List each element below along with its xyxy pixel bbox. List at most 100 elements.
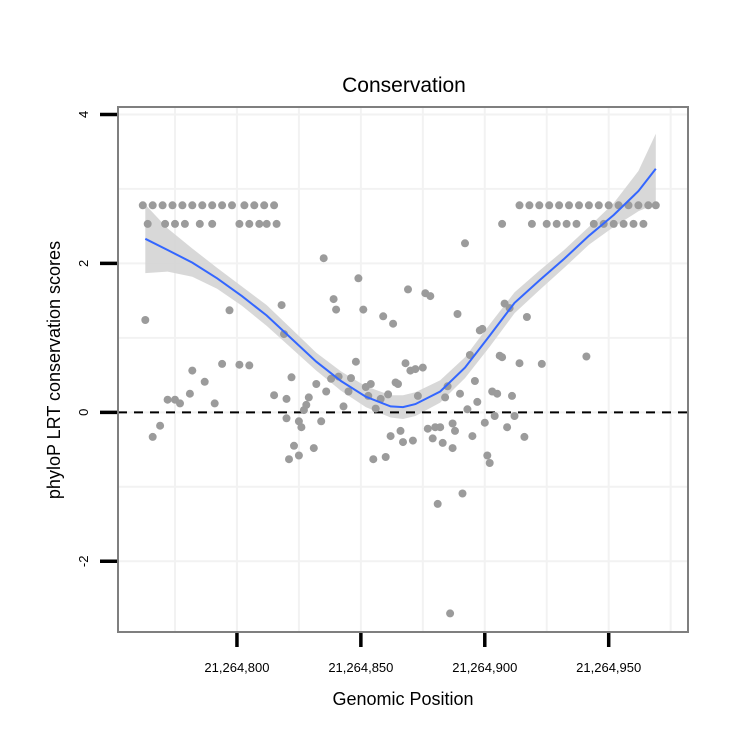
data-point [438,438,447,447]
data-point [359,305,368,314]
data-point [433,499,442,508]
data-point [309,444,318,453]
data-point [322,387,331,396]
data-point [408,436,417,445]
data-point [508,391,516,400]
data-point [644,201,653,210]
data-point [639,219,648,228]
data-point [542,219,551,228]
data-point [485,459,494,467]
data-point [198,201,207,210]
data-point [208,219,217,228]
data-point [503,423,512,432]
data-point [473,397,482,406]
data-point [582,352,591,361]
data-point [379,312,388,321]
data-point [245,361,254,370]
data-point [498,219,507,228]
data-point [317,417,326,426]
data-point [396,426,405,435]
data-point [522,313,531,321]
data-point [609,219,618,228]
data-point [404,285,412,294]
data-point [354,274,363,283]
confidence-ribbon-layer [145,133,656,420]
data-point [428,434,437,443]
data-point [225,306,234,315]
data-point [280,330,288,339]
data-point [448,419,457,428]
data-point [426,292,435,301]
data-point [456,389,464,398]
data-point [282,414,291,423]
data-point [156,421,165,430]
data-point [188,201,197,210]
data-point [235,219,244,228]
data-point [200,377,209,386]
data-point [555,201,564,210]
y-tick-label: 4 [76,111,91,118]
data-point [483,451,492,460]
data-point [297,423,306,432]
data-point [158,201,167,210]
data-point [185,389,194,398]
data-point [381,453,390,461]
x-tick-label: 21,264,800 [204,660,269,675]
y-tick-label: 2 [76,260,91,267]
x-axis-label: Genomic Position [332,689,473,709]
data-point [441,393,450,402]
plot-panel [118,107,688,632]
data-point [270,201,279,210]
data-point [458,489,467,498]
chart-title: Conservation [342,74,466,97]
data-point [178,201,187,210]
data-point [260,201,269,210]
data-point [327,374,336,383]
data-point [312,380,321,388]
data-point [386,432,395,441]
data-point [163,395,172,404]
data-point [423,424,432,433]
data-point [493,389,502,398]
data-point [195,219,204,228]
data-point [188,366,197,375]
data-point [319,254,328,263]
data-point [344,387,353,396]
data-point [498,353,507,362]
data-point [604,201,613,210]
data-point [535,201,544,210]
y-axis-label: phyloP LRT conservation scores [44,241,64,499]
data-point [584,201,593,210]
data-point [287,373,296,382]
data-point [218,359,227,368]
data-point [228,201,236,210]
data-point [270,391,279,400]
data-point [210,399,219,408]
data-point [176,399,184,408]
data-point [418,363,427,372]
data-point [218,201,227,210]
data-point [401,359,410,368]
data-point [448,444,457,453]
data-point [277,301,286,310]
data-point [262,219,271,228]
data-point [351,357,360,366]
data-point [562,219,571,228]
data-point [565,201,573,210]
data-point [520,432,529,441]
data-point [171,219,179,228]
data-point [515,359,524,368]
data-point [304,393,313,402]
data-point [461,239,469,248]
data-point [465,351,474,359]
data-point [552,219,561,228]
data-point [180,219,189,228]
data-point [148,432,157,441]
data-point [384,390,393,399]
data-point [446,609,455,618]
data-point [371,404,380,413]
data-point [168,201,177,210]
data-point [575,201,583,210]
data-point [394,380,402,388]
